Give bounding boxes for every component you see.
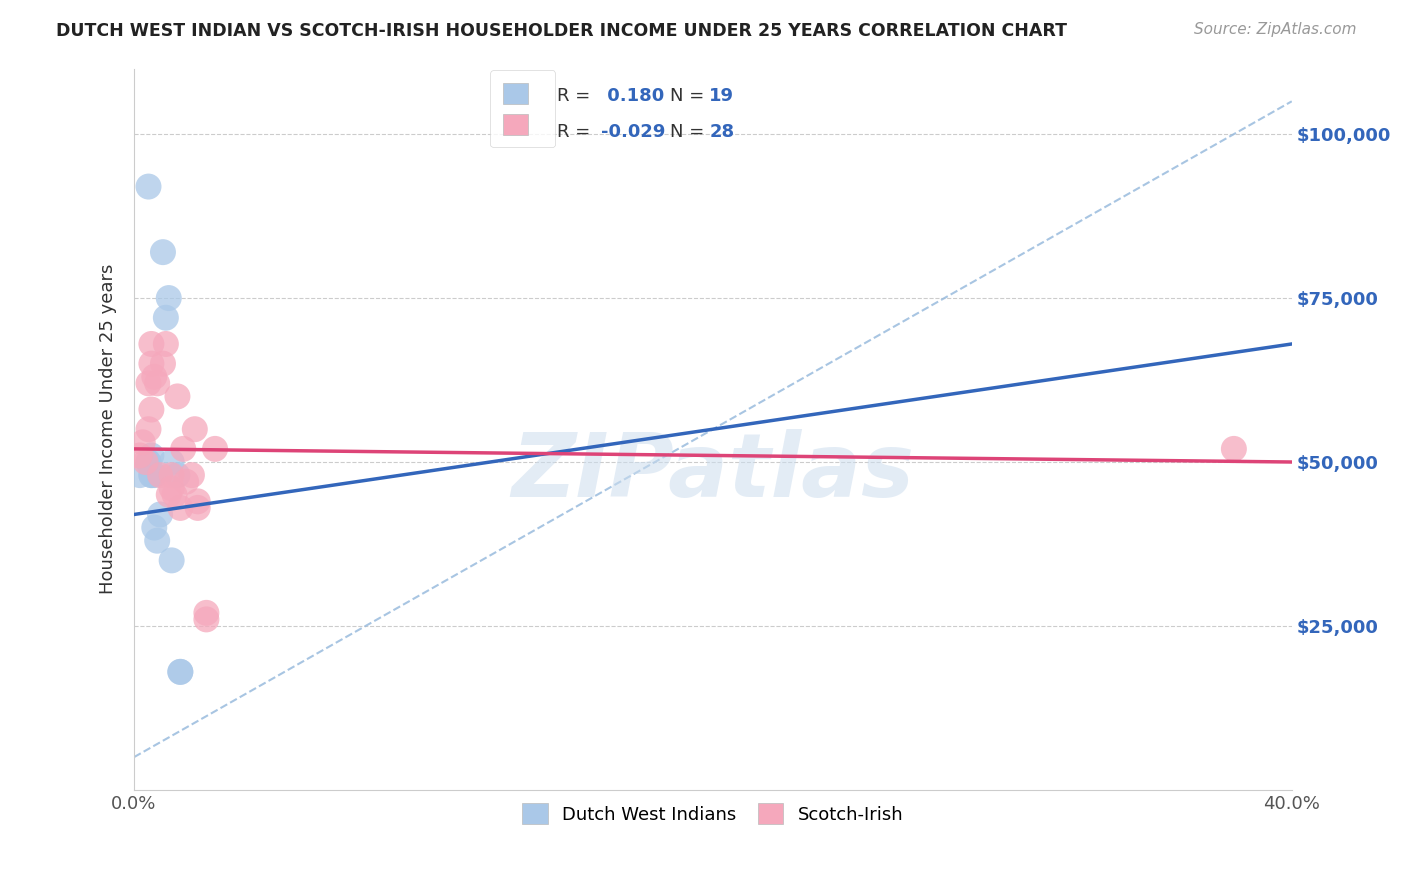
- Point: [143, 468, 166, 483]
- Point: [166, 468, 188, 483]
- Point: [160, 455, 183, 469]
- Point: [149, 468, 172, 483]
- Point: [180, 468, 202, 483]
- Text: ZIPatlas: ZIPatlas: [512, 429, 914, 516]
- Point: [138, 422, 160, 436]
- Point: [1223, 442, 1246, 456]
- Point: [155, 310, 177, 325]
- Point: [138, 179, 160, 194]
- Point: [195, 612, 218, 626]
- Point: [141, 402, 163, 417]
- Y-axis label: Householder Income Under 25 years: Householder Income Under 25 years: [100, 264, 117, 594]
- Point: [166, 389, 188, 403]
- Point: [128, 468, 150, 483]
- Text: Source: ZipAtlas.com: Source: ZipAtlas.com: [1194, 22, 1357, 37]
- Point: [141, 449, 163, 463]
- Point: [172, 442, 194, 456]
- Point: [132, 435, 155, 450]
- Point: [184, 422, 207, 436]
- Point: [195, 606, 218, 620]
- Point: [204, 442, 226, 456]
- Point: [138, 455, 160, 469]
- Point: [146, 376, 169, 391]
- Point: [135, 455, 157, 469]
- Point: [149, 508, 172, 522]
- Point: [141, 357, 163, 371]
- Text: DUTCH WEST INDIAN VS SCOTCH-IRISH HOUSEHOLDER INCOME UNDER 25 YEARS CORRELATION : DUTCH WEST INDIAN VS SCOTCH-IRISH HOUSEH…: [56, 22, 1067, 40]
- Point: [157, 291, 180, 305]
- Point: [160, 553, 183, 567]
- Text: N =: N =: [671, 87, 710, 104]
- Point: [143, 369, 166, 384]
- Point: [155, 337, 177, 351]
- Point: [187, 500, 209, 515]
- Point: [141, 468, 163, 483]
- Text: -0.029: -0.029: [600, 122, 665, 141]
- Point: [169, 500, 191, 515]
- Point: [141, 337, 163, 351]
- Point: [169, 665, 191, 679]
- Point: [138, 376, 160, 391]
- Legend: Dutch West Indians, Scotch-Irish: Dutch West Indians, Scotch-Irish: [512, 792, 914, 835]
- Text: R =: R =: [557, 87, 596, 104]
- Point: [152, 357, 174, 371]
- Point: [128, 449, 150, 463]
- Point: [143, 520, 166, 534]
- Point: [160, 481, 183, 495]
- Text: R =: R =: [557, 122, 596, 141]
- Point: [174, 475, 197, 489]
- Text: 28: 28: [710, 122, 734, 141]
- Point: [169, 665, 191, 679]
- Point: [141, 468, 163, 483]
- Point: [163, 488, 186, 502]
- Point: [157, 488, 180, 502]
- Point: [187, 494, 209, 508]
- Point: [138, 455, 160, 469]
- Text: 19: 19: [710, 87, 734, 104]
- Text: N =: N =: [671, 122, 710, 141]
- Point: [152, 245, 174, 260]
- Point: [160, 468, 183, 483]
- Text: 0.180: 0.180: [600, 87, 664, 104]
- Point: [146, 533, 169, 548]
